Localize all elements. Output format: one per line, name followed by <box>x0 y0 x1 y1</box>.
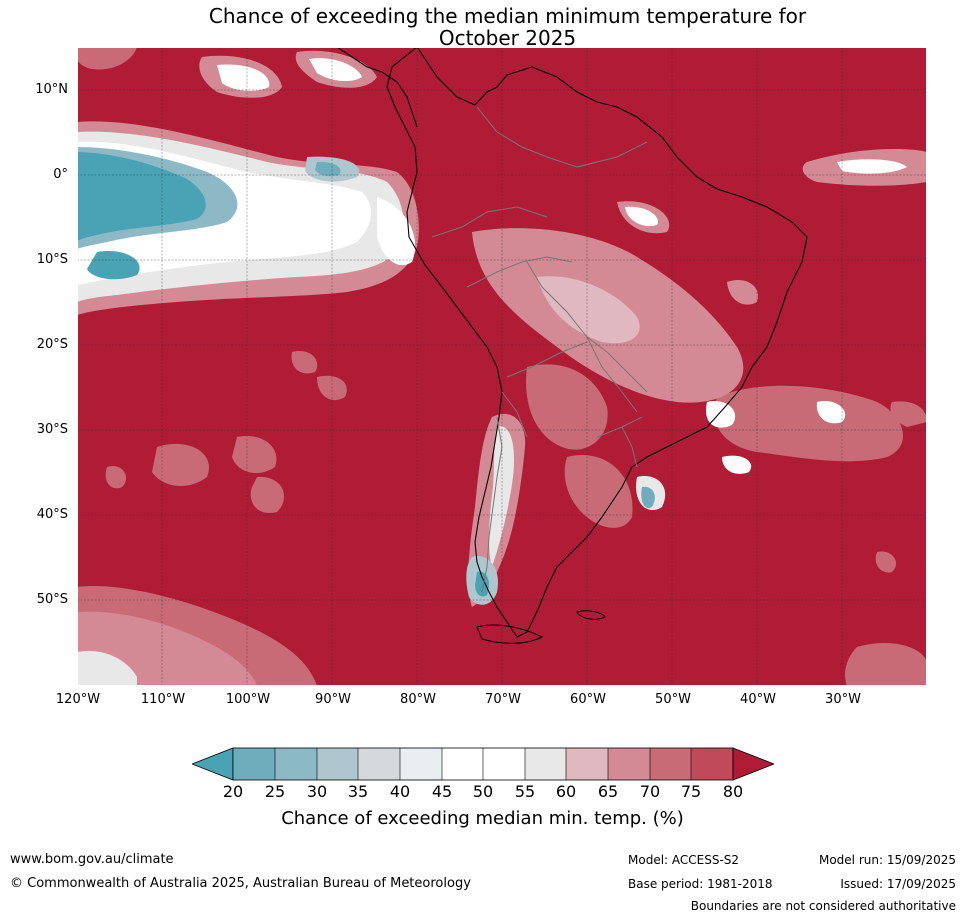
colorbar-30-35 <box>275 748 317 780</box>
lon-label-60w: 60°W <box>570 692 606 707</box>
colorbar-label: Chance of exceeding median min. temp. (%… <box>281 808 684 829</box>
probability-map <box>77 47 927 686</box>
lon-label-120w: 120°W <box>55 692 101 707</box>
map-title-line-1: Chance of exceeding the median minimum t… <box>208 4 807 28</box>
south-america-anomaly <box>291 201 758 607</box>
lon-label-70w: 70°W <box>485 692 521 707</box>
lat-label-30s: 30°S <box>36 422 68 437</box>
lon-label-90w: 90°W <box>315 692 351 707</box>
falklands-coastline <box>576 610 606 620</box>
lat-label-10s: 10°S <box>36 252 68 267</box>
lon-label-40w: 40°W <box>740 692 776 707</box>
colorbar-tick-45: 45 <box>431 782 453 801</box>
lon-label-50w: 50°W <box>655 692 691 707</box>
colorbar-25-30 <box>233 748 275 780</box>
colorbar-35-40 <box>317 748 358 780</box>
issued-date: Issued: 17/09/2025 <box>840 877 956 891</box>
lon-label-30w: 30°W <box>825 692 861 707</box>
colorbar-50-55 <box>442 748 483 780</box>
atlantic-patches <box>636 149 927 511</box>
colorbar-high-extend <box>732 747 774 781</box>
colorbar-tick-30: 30 <box>306 782 328 801</box>
colorbar-40-45 <box>358 748 400 780</box>
colorbar-tick-50: 50 <box>472 782 494 801</box>
colorbar-tick-25: 25 <box>264 782 286 801</box>
lon-label-110w: 110°W <box>140 692 186 707</box>
tierra-del-fuego-coastline <box>476 624 544 644</box>
colorbar-55-60 <box>483 748 525 780</box>
colorbar-tick-70: 70 <box>639 782 661 801</box>
south-america-coastline <box>386 47 808 638</box>
colorbar-tick-20: 20 <box>222 782 244 801</box>
website-link[interactable]: www.bom.gov.au/climate <box>10 852 174 867</box>
lat-label-50s: 50°S <box>36 592 68 607</box>
central-america-coastline <box>336 47 418 128</box>
colorbar <box>192 747 774 781</box>
colorbar-70-75 <box>608 748 650 780</box>
lat-label-10n: 10°N <box>35 82 68 97</box>
base-period: Base period: 1981-2018 <box>628 877 773 891</box>
lat-label-40s: 40°S <box>36 507 68 522</box>
colorbar-tick-80: 80 <box>722 782 744 801</box>
colorbar-60-65 <box>525 748 566 780</box>
lat-label-20s: 20°S <box>36 337 68 352</box>
colorbar-tick-55: 55 <box>514 782 536 801</box>
lon-label-80w: 80°W <box>400 692 436 707</box>
colorbar-low-extend <box>192 747 234 781</box>
colorbar-80-85 <box>691 748 733 780</box>
graticule <box>77 47 927 686</box>
colorbar-tick-40: 40 <box>389 782 411 801</box>
boundaries-disclaimer: Boundaries are not considered authoritat… <box>690 899 956 913</box>
colorbar-tick-60: 60 <box>555 782 577 801</box>
colorbar-75-80 <box>650 748 691 780</box>
model-name: Model: ACCESS-S2 <box>628 853 740 867</box>
south-pacific-patches <box>77 436 927 686</box>
lon-label-100w: 100°W <box>225 692 271 707</box>
lat-label-0: 0° <box>53 167 68 182</box>
pacific-equatorial-anomaly <box>77 121 419 316</box>
copyright-text: © Commonwealth of Australia 2025, Austra… <box>10 876 471 891</box>
colorbar-65-70 <box>566 748 608 780</box>
colorbar-45-50 <box>400 748 442 780</box>
map-title-line-2: October 2025 <box>438 26 577 50</box>
colorbar-tick-65: 65 <box>597 782 619 801</box>
colorbar-tick-75: 75 <box>680 782 702 801</box>
colorbar-tick-35: 35 <box>347 782 369 801</box>
model-run-date: Model run: 15/09/2025 <box>818 853 956 867</box>
